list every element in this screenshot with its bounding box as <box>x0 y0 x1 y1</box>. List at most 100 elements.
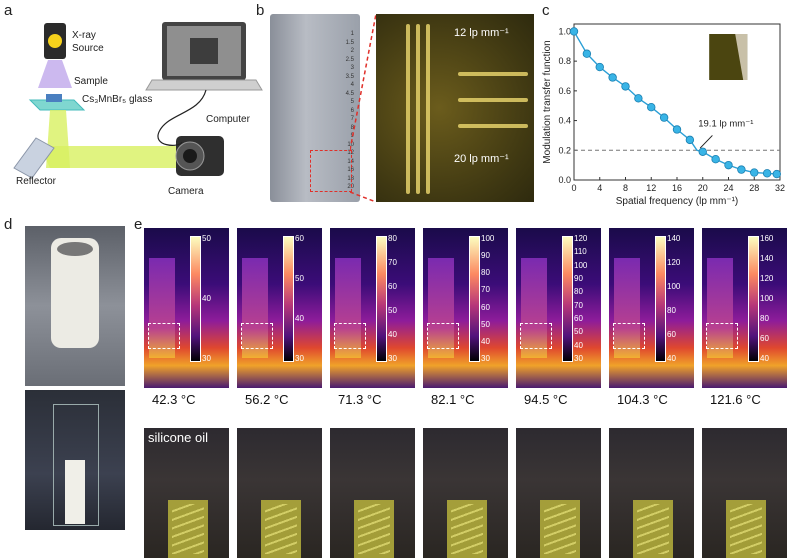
ruler-number: 3 <box>350 65 354 71</box>
oil-label: Dimethyl silicone oil <box>148 412 208 446</box>
thermal-column: 60 50 40 30 56.2 °C <box>237 228 322 558</box>
colorbar-tick-label: 30 <box>388 354 397 363</box>
colorbar-tick-label: 140 <box>760 254 774 263</box>
colorbar-tick-label: 100 <box>667 282 681 291</box>
ruler-number: 1 <box>350 31 354 37</box>
spring-pattern <box>637 504 669 554</box>
mtf-point <box>772 169 781 179</box>
sample-label: Sample <box>74 76 108 87</box>
colorbar-tick-label: 50 <box>202 234 211 243</box>
ruler-number: 14 <box>347 158 354 165</box>
x-axis-label: Spatial frequency (lp mm⁻¹) <box>616 196 739 207</box>
colorbar <box>283 236 294 362</box>
colorbar-tick-label: 30 <box>481 354 490 363</box>
roi-dashed-box <box>613 323 645 349</box>
ruler-number: 4 <box>350 82 354 88</box>
thermal-column: 140 120 100 80 60 40 104.3 °C <box>609 228 694 558</box>
mtf-point <box>698 147 707 156</box>
colorbar-tick-label: 30 <box>202 354 211 363</box>
colorbar-tick-label: 140 <box>667 234 681 243</box>
y-tick-label: 0.6 <box>558 86 571 96</box>
ruler-number: 10 <box>347 141 354 148</box>
colorbar-tick-label: 30 <box>574 354 583 363</box>
thermal-image: 50 40 30 <box>144 228 229 388</box>
colorbar-tick-label: 40 <box>202 294 211 303</box>
ruler-number: 7 <box>350 116 354 122</box>
colorbar-tick-label: 60 <box>295 234 304 243</box>
panel-label-e: e <box>134 216 143 233</box>
colorbar <box>562 236 573 362</box>
colorbar <box>190 236 201 362</box>
colorbar-tick-label: 160 <box>760 234 774 243</box>
temperature-box: 121.6 °C <box>702 388 787 428</box>
roi-dashed-box <box>334 323 366 349</box>
colorbar-tick-label: 40 <box>574 340 583 350</box>
y-tick-label: 0.2 <box>558 145 571 155</box>
annotation-label: 19.1 lp mm⁻¹ <box>698 119 753 130</box>
ruler-number: 20 <box>347 184 354 190</box>
label-20-lp: 20 lp mm⁻¹ <box>454 153 509 165</box>
spring-pattern <box>544 504 576 554</box>
ruler-number: 1.5 <box>345 39 354 46</box>
xray-label: X-ray <box>72 30 96 41</box>
panel-label-d: d <box>4 216 13 233</box>
colorbar <box>469 236 480 362</box>
colorbar-tick-label: 50 <box>574 327 583 337</box>
colorbar-tick-label: 120 <box>574 234 588 243</box>
ruler-number: 18 <box>347 175 354 182</box>
white-tube-photo <box>25 226 125 386</box>
oil-label-line1: Dimethyl <box>148 413 199 428</box>
roi-dashed-box <box>148 323 180 349</box>
y-tick-label: 0.8 <box>558 56 571 66</box>
mtf-point <box>672 125 682 134</box>
x-tick-label: 20 <box>698 183 708 193</box>
thermal-column: 120 110 100 90 80 70 60 50 40 30 94.5 °C <box>516 228 601 558</box>
zoom-connector-lines <box>350 14 377 202</box>
colorbar-tick-label: 50 <box>388 306 397 315</box>
mtf-point <box>634 94 643 103</box>
mtf-point <box>569 27 579 36</box>
colorbar-tick-label: 90 <box>574 274 583 283</box>
colorbar-tick-label: 80 <box>574 287 583 297</box>
inset-edge <box>735 34 748 80</box>
mtf-point <box>685 135 695 145</box>
x-tick-label: 4 <box>597 183 602 193</box>
mtf-chart: 0 4 8 12 16 20 24 28 32 0.0 0.2 0.4 0.6 0.8 1.0 Spatial… <box>542 23 785 207</box>
temperature-box: 71.3 °C <box>330 388 415 428</box>
colorbar-tick-label: 80 <box>760 314 769 323</box>
label-12-lp: 12 lp mm⁻¹ <box>454 27 509 39</box>
temperature-label: 82.1 °C <box>431 392 475 407</box>
x-tick-label: 0 <box>571 183 576 193</box>
spring-pattern <box>730 504 762 554</box>
colorbar-tick-label: 60 <box>667 330 676 339</box>
heated-tube-region <box>707 258 733 358</box>
roi-dashed-box <box>520 323 552 349</box>
temperature-label: 42.3 °C <box>152 392 196 407</box>
temperature-label: 94.5 °C <box>524 392 568 407</box>
spring-pattern <box>358 504 390 554</box>
y-axis-label: Modulation transfer function <box>542 40 553 163</box>
colorbar-tick-label: 30 <box>295 354 304 363</box>
colorbar-tick-label: 40 <box>667 354 676 363</box>
x-tick-label: 12 <box>646 183 656 193</box>
colorbar-tick-label: 80 <box>388 234 397 243</box>
colorbar <box>748 236 759 362</box>
colorbar-tick-label: 70 <box>481 285 490 295</box>
thermal-image: 120 110 100 90 80 70 60 50 40 30 <box>516 228 601 388</box>
mtf-point <box>737 165 746 174</box>
ruler-number: 6 <box>350 107 354 114</box>
colorbar-tick-label: 70 <box>574 300 583 310</box>
panel-a-setup-diagram <box>13 22 263 179</box>
thermal-column: 50 40 30 42.3 °C <box>144 228 229 558</box>
tube-photo <box>330 428 415 558</box>
thermal-column: 100 90 80 70 60 50 40 30 82.1 °C <box>423 228 508 558</box>
temperature-label: 121.6 °C <box>710 392 761 407</box>
colorbar-tick-label: 60 <box>760 334 769 343</box>
heated-tube-region <box>335 258 361 358</box>
ruler-number: 2.5 <box>345 56 354 63</box>
colorbar-tick-label: 90 <box>481 251 490 261</box>
thermal-image: 100 90 80 70 60 50 40 30 <box>423 228 508 388</box>
mtf-point <box>750 168 759 177</box>
computer-label: Computer <box>206 114 250 125</box>
temperature-box: 104.3 °C <box>609 388 694 428</box>
